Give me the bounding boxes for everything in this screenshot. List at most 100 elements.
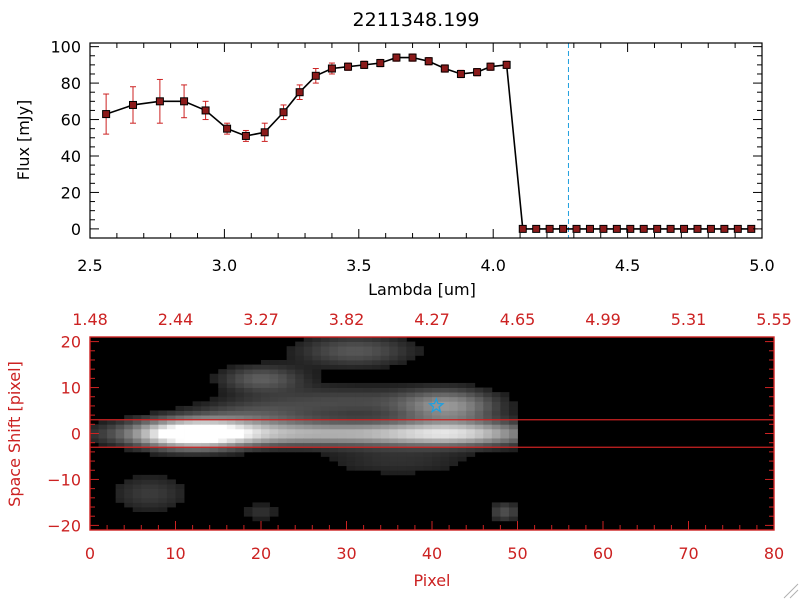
emission-pixel — [346, 396, 356, 402]
emission-pixel — [372, 438, 382, 444]
emission-pixel — [98, 442, 108, 448]
emission-pixel — [269, 442, 279, 448]
emission-pixel — [363, 382, 373, 388]
resize-grip-icon[interactable] — [783, 583, 799, 599]
data-point-zero — [612, 224, 621, 233]
y-tick-label: 80 — [61, 74, 81, 93]
emission-pixel — [466, 415, 476, 421]
emission-pixel — [432, 461, 441, 467]
emission-pixel — [295, 378, 305, 384]
emission-pixel — [389, 451, 399, 457]
emission-pixel — [132, 497, 142, 503]
emission-pixel — [269, 405, 279, 411]
emission-pixel — [397, 359, 407, 365]
emission-pixel — [329, 433, 339, 439]
emission-pixel — [303, 364, 313, 370]
emission-pixel — [491, 396, 501, 402]
emission-pixel — [158, 442, 168, 448]
emission-pixel — [449, 438, 459, 444]
emission-pixel — [209, 405, 219, 411]
emission-pixel — [243, 447, 253, 453]
emission-pixel — [149, 479, 159, 485]
emission-pixel — [329, 442, 339, 448]
emission-pixel — [457, 396, 467, 402]
image-x-tick-label: 30 — [336, 544, 356, 563]
emission-pixel — [98, 433, 108, 439]
emission-pixel — [132, 415, 142, 421]
emission-pixel — [252, 502, 262, 508]
emission-pixel — [141, 447, 151, 453]
emission-pixel — [252, 410, 262, 416]
emission-pixel — [432, 424, 441, 430]
emission-pixel — [252, 378, 262, 384]
emission-pixel — [372, 382, 382, 388]
emission-pixel — [449, 433, 459, 439]
emission-pixel — [372, 415, 382, 421]
emission-pixel — [389, 438, 399, 444]
emission-pixel — [500, 516, 510, 522]
emission-pixel — [312, 447, 322, 453]
emission-pixel — [166, 438, 176, 444]
spectrum-axes-frame — [89, 42, 763, 239]
emission-pixel — [466, 396, 476, 402]
emission-pixel — [491, 415, 501, 421]
emission-pixel — [491, 447, 501, 453]
emission-pixel — [303, 373, 313, 379]
emission-pixel — [372, 346, 382, 352]
emission-pixel — [466, 438, 476, 444]
emission-pixel — [320, 405, 330, 411]
emission-pixel — [286, 350, 296, 356]
emission-pixel — [175, 484, 185, 490]
emission-pixel — [397, 465, 407, 471]
emission-pixel — [261, 396, 270, 402]
emission-pixel — [329, 405, 339, 411]
emission-pixel — [363, 461, 373, 467]
image-x-ticks: 0 10 20 30 40 50 60 70 80 — [85, 521, 784, 563]
emission-pixel — [380, 442, 390, 448]
emission-pixel — [235, 442, 245, 448]
emission-pixel — [483, 410, 493, 416]
emission-pixel — [269, 373, 279, 379]
emission-pixel — [192, 442, 202, 448]
emission-pixel — [346, 359, 356, 365]
emission-pixel — [329, 382, 339, 388]
emission-pixel — [406, 433, 416, 439]
emission-pixel — [149, 484, 159, 490]
emission-pixel — [389, 392, 399, 398]
emission-pixel — [440, 461, 450, 467]
emission-pixel — [440, 410, 450, 416]
emission-pixel — [363, 424, 373, 430]
image-y-tick-label: −10 — [47, 470, 81, 489]
emission-pixel — [329, 451, 339, 457]
emission-pixel — [389, 337, 399, 342]
emission-pixel — [337, 346, 347, 352]
emission-pixel — [329, 364, 339, 370]
emission-pixel — [474, 396, 484, 402]
emission-pixel — [329, 419, 339, 425]
emission-pixel — [337, 447, 347, 453]
emission-pixel — [355, 433, 364, 439]
data-point-zero — [545, 224, 554, 233]
x-tick-label: 5.0 — [749, 256, 774, 275]
emission-pixel — [252, 373, 262, 379]
emission-pixel — [414, 350, 424, 356]
emission-pixel — [312, 387, 322, 393]
emission-pixel — [269, 447, 279, 453]
emission-pixel — [491, 516, 501, 522]
emission-pixel — [192, 447, 202, 453]
image-y-tick-label: 0 — [71, 425, 81, 444]
emission-pixel — [278, 382, 288, 388]
data-point — [155, 97, 164, 106]
emission-pixel — [107, 438, 117, 444]
emission-pixel — [252, 415, 262, 421]
emission-pixel — [346, 465, 356, 471]
emission-pixel — [141, 488, 151, 494]
emission-pixel — [474, 424, 484, 430]
emission-pixel — [380, 337, 390, 342]
emission-pixel — [312, 419, 322, 425]
emission-pixel — [440, 415, 450, 421]
emission-pixel — [474, 392, 484, 398]
emission-pixel — [423, 424, 433, 430]
emission-pixel — [209, 378, 219, 384]
emission-pixel — [226, 369, 236, 375]
